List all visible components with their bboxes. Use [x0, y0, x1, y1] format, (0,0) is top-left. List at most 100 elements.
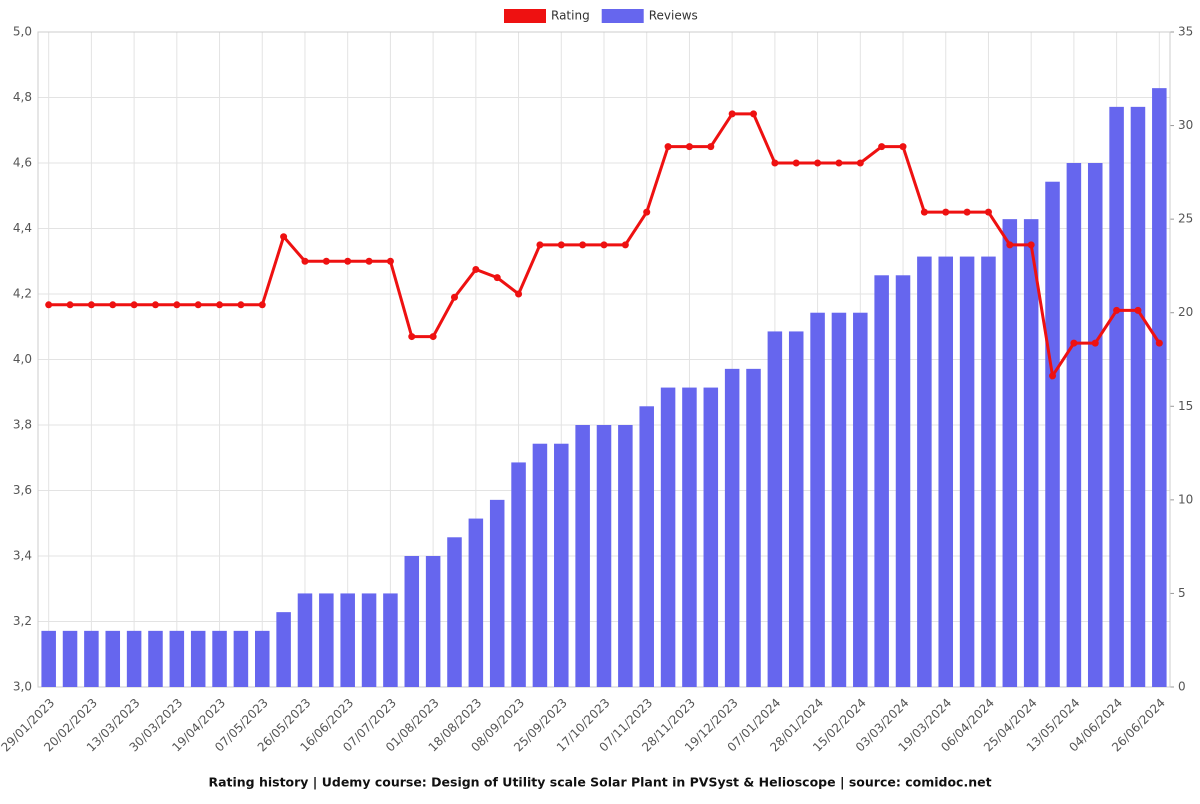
rating-point: [643, 208, 651, 216]
rating-point: [579, 241, 587, 249]
y-tick-label: 3,6: [13, 483, 32, 497]
bar: [297, 593, 313, 687]
bar: [62, 630, 78, 687]
rating-point: [194, 301, 202, 309]
bar: [447, 537, 462, 687]
bar: [255, 630, 270, 687]
bar: [917, 256, 932, 687]
rating-point: [984, 208, 992, 216]
rating-point: [515, 290, 523, 298]
rating-point: [685, 143, 693, 151]
rating-point: [429, 333, 437, 341]
legend-swatch: [601, 9, 644, 23]
bar: [105, 630, 121, 687]
bar: [724, 368, 740, 687]
y-tick-label: 3,8: [13, 418, 32, 432]
bar: [703, 387, 719, 687]
bar: [682, 387, 697, 687]
bar: [148, 630, 163, 687]
bar: [190, 630, 206, 687]
rating-point: [173, 301, 181, 309]
bar: [276, 612, 291, 687]
bar: [233, 630, 249, 687]
bar: [84, 630, 99, 687]
bar: [874, 275, 889, 687]
bar: [532, 443, 548, 687]
y2-tick-label: 5: [1178, 586, 1186, 600]
rating-point: [750, 110, 758, 118]
y-tick-label: 3,4: [13, 549, 32, 563]
rating-point: [66, 301, 74, 309]
y2-tick-label: 30: [1178, 118, 1193, 132]
rating-point: [835, 159, 843, 167]
y-tick-label: 4,6: [13, 156, 32, 170]
bar: [618, 425, 633, 687]
bar: [831, 312, 847, 687]
bar: [1130, 106, 1146, 688]
rating-point: [1070, 339, 1078, 347]
rating-point: [792, 159, 800, 167]
rating-point: [1091, 339, 1099, 347]
bar: [425, 556, 441, 687]
y-tick-label: 4,4: [13, 221, 32, 235]
rating-point: [87, 301, 95, 309]
rating-point: [814, 159, 822, 167]
y-tick-label: 4,8: [13, 90, 32, 104]
bar: [660, 387, 676, 687]
rating-point: [899, 143, 907, 151]
bar: [938, 256, 953, 687]
rating-point: [1113, 306, 1121, 314]
y-tick-label: 3,2: [13, 614, 32, 628]
bar: [1152, 88, 1167, 687]
bar: [1087, 163, 1103, 687]
rating-point: [963, 208, 971, 216]
rating-point: [771, 159, 779, 167]
bar: [767, 331, 783, 687]
y-tick-label: 4,0: [13, 352, 32, 366]
rating-point: [664, 143, 672, 151]
rating-point: [707, 143, 715, 151]
bar: [554, 443, 569, 687]
rating-point: [130, 301, 138, 309]
y-tick-label: 5,0: [13, 25, 32, 39]
rating-point: [450, 293, 458, 301]
bar: [639, 406, 654, 687]
legend-label: Reviews: [649, 9, 698, 23]
bar: [468, 518, 484, 687]
rating-point: [493, 274, 501, 282]
rating-point: [728, 110, 736, 118]
rating-point: [1027, 241, 1035, 249]
bar: [361, 593, 377, 687]
bar: [853, 312, 868, 687]
bar: [959, 256, 975, 687]
bar: [340, 593, 355, 687]
bar: [404, 556, 420, 687]
legend-swatch: [504, 9, 546, 23]
rating-point: [1134, 306, 1142, 314]
y2-tick-label: 10: [1178, 492, 1193, 506]
y2-tick-label: 35: [1178, 25, 1193, 39]
y-tick-label: 3,0: [13, 680, 32, 694]
rating-point: [878, 143, 886, 151]
bar: [126, 630, 142, 687]
rating-point: [1006, 241, 1014, 249]
rating-point: [151, 301, 159, 309]
y2-tick-label: 25: [1178, 212, 1193, 226]
rating-point: [856, 159, 864, 167]
rating-point: [621, 241, 629, 249]
rating-point: [258, 301, 266, 309]
rating-point: [237, 301, 245, 309]
bar: [489, 499, 505, 687]
bar: [212, 630, 227, 687]
bar: [41, 630, 56, 687]
bar: [169, 630, 185, 687]
rating-point: [301, 257, 309, 265]
rating-point: [408, 333, 416, 341]
rating-point: [280, 233, 288, 241]
bar: [746, 368, 761, 687]
bar: [511, 462, 526, 687]
rating-point: [386, 257, 394, 265]
legend-label: Rating: [551, 9, 590, 23]
rating-point: [472, 265, 480, 273]
